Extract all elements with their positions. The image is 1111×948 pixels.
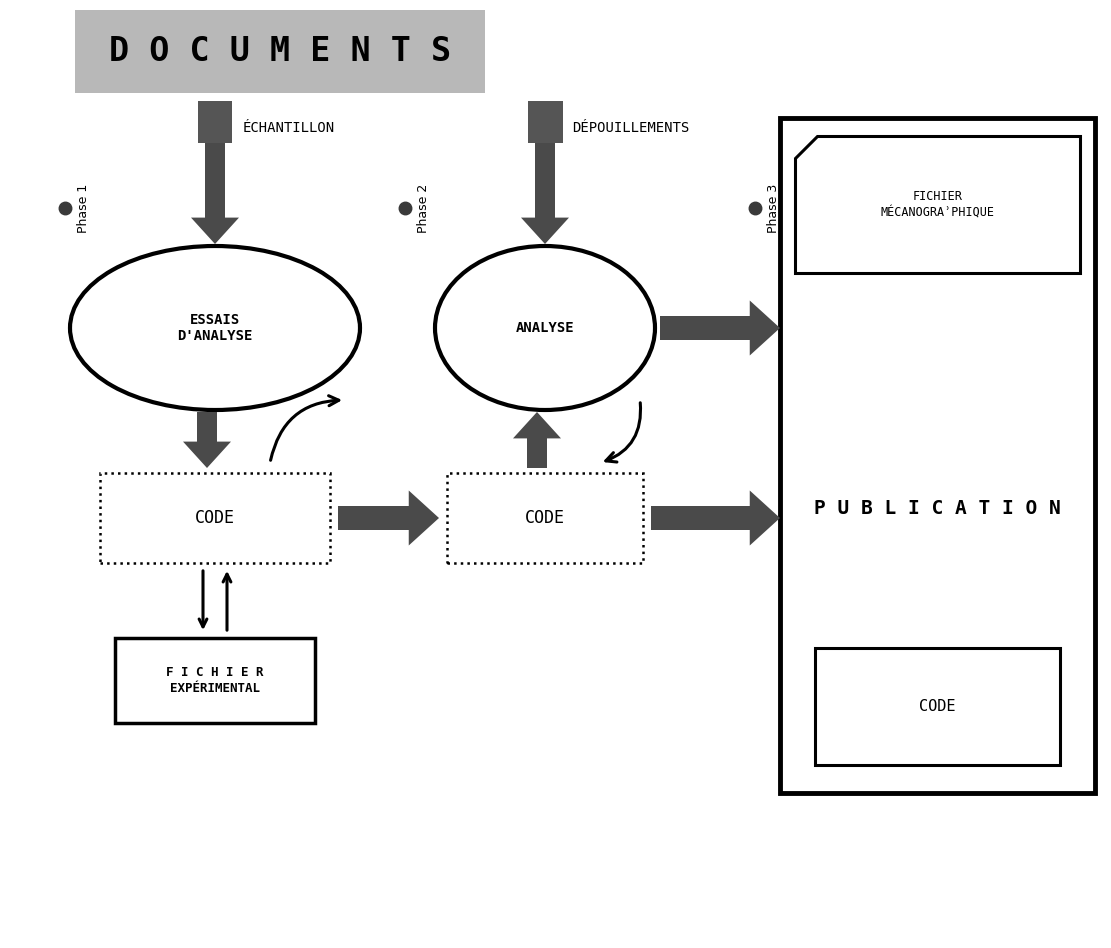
FancyBboxPatch shape (780, 118, 1095, 793)
FancyBboxPatch shape (528, 101, 562, 143)
FancyBboxPatch shape (815, 648, 1060, 765)
Polygon shape (750, 490, 780, 545)
Text: P U B L I C A T I O N: P U B L I C A T I O N (814, 499, 1061, 518)
Polygon shape (513, 412, 561, 438)
Text: D O C U M E N T S: D O C U M E N T S (109, 35, 451, 68)
Polygon shape (534, 143, 556, 218)
Polygon shape (750, 301, 780, 356)
Text: FICHIER
MÉCANOGRAʾPHIQUE: FICHIER MÉCANOGRAʾPHIQUE (881, 191, 994, 218)
FancyBboxPatch shape (447, 473, 643, 563)
PathPatch shape (795, 136, 1080, 273)
Text: DÉPOUILLEMENTS: DÉPOUILLEMENTS (572, 121, 690, 135)
Text: Phase 2: Phase 2 (417, 183, 430, 232)
FancyBboxPatch shape (116, 638, 316, 723)
Text: ÉCHANTILLON: ÉCHANTILLON (242, 121, 334, 135)
Text: CODE: CODE (919, 699, 955, 714)
Text: ESSAIS
D'ANALYSE: ESSAIS D'ANALYSE (178, 313, 252, 343)
FancyArrowPatch shape (271, 395, 339, 461)
Polygon shape (660, 317, 750, 339)
Polygon shape (197, 412, 217, 442)
FancyBboxPatch shape (76, 10, 486, 93)
Text: ANALYSE: ANALYSE (516, 321, 574, 335)
Polygon shape (521, 218, 569, 244)
Text: CODE: CODE (526, 509, 565, 527)
FancyBboxPatch shape (198, 101, 232, 143)
Text: Phase 3: Phase 3 (767, 183, 780, 232)
Polygon shape (338, 506, 409, 530)
Polygon shape (204, 143, 226, 218)
Polygon shape (409, 490, 439, 545)
Polygon shape (527, 438, 547, 468)
Text: CODE: CODE (196, 509, 236, 527)
Polygon shape (183, 442, 231, 468)
Text: Phase 1: Phase 1 (77, 183, 90, 232)
Ellipse shape (436, 246, 655, 410)
FancyArrowPatch shape (605, 403, 641, 462)
Polygon shape (651, 506, 750, 530)
Text: F I C H I E R
EXPÉRIMENTAL: F I C H I E R EXPÉRIMENTAL (167, 666, 263, 695)
FancyBboxPatch shape (100, 473, 330, 563)
Polygon shape (191, 218, 239, 244)
Ellipse shape (70, 246, 360, 410)
